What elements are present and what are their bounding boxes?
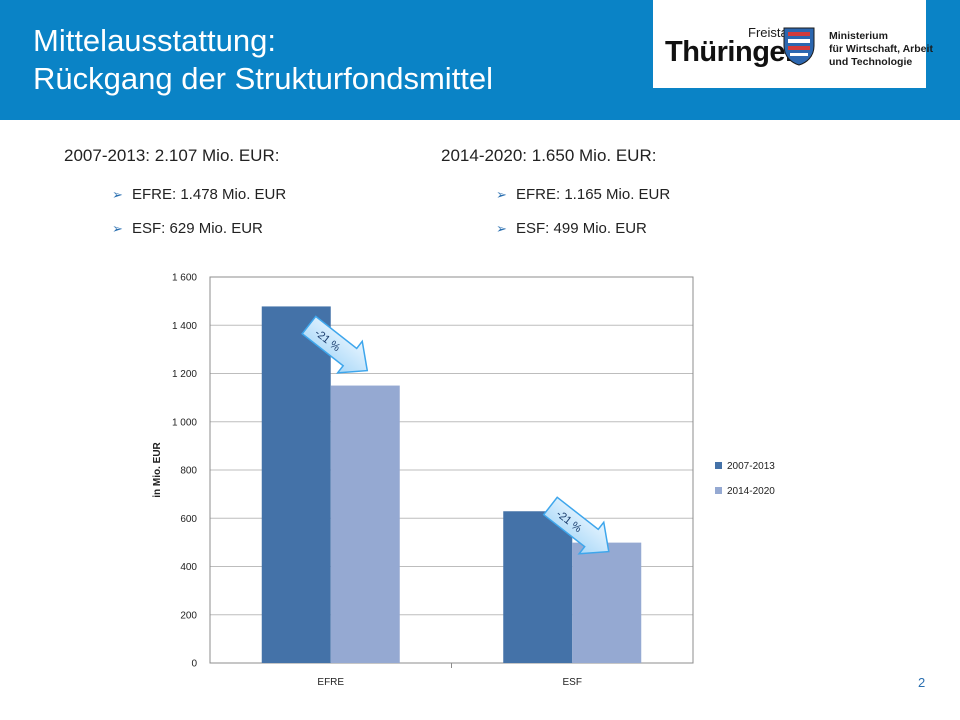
ministry-line-2: für Wirtschaft, Arbeit [829, 43, 933, 55]
left-bullet-efre-text: EFRE: 1.478 Mio. EUR [132, 186, 287, 203]
ministry-line-3: und Technologie [829, 56, 913, 68]
bar-2007-2013-EFRE [261, 306, 331, 663]
change-arrow-shape [542, 496, 610, 555]
legend-swatch-2007-2013 [715, 462, 722, 469]
y-tick-label: 1 200 [172, 369, 197, 380]
y-tick-label: 0 [191, 659, 197, 670]
y-tick-label: 200 [180, 610, 197, 621]
logo-ministry-text: Ministerium für Wirtschaft, Arbeit und T… [829, 30, 933, 69]
change-arrow-shape [301, 315, 369, 374]
y-tick-label: 1 600 [172, 273, 197, 284]
left-bullet-efre: ➢ EFRE: 1.478 Mio. EUR [112, 186, 286, 203]
title-line-2: Rückgang der Strukturfondsmittel [33, 61, 494, 96]
legend-item-2007-2013: 2007-2013 [715, 461, 775, 472]
left-bullet-esf-text: ESF: 629 Mio. EUR [132, 220, 263, 237]
right-bullet-efre-text: EFRE: 1.165 Mio. EUR [516, 186, 671, 203]
legend-swatch-2014-2020 [715, 487, 722, 494]
right-column-heading: 2014-2020: 1.650 Mio. EUR: [441, 146, 657, 165]
legend-item-2014-2020: 2014-2020 [715, 486, 775, 497]
bar-2014-2020-EFRE [330, 385, 400, 663]
y-tick-label: 1 000 [172, 417, 197, 428]
ministry-line-1: Ministerium [829, 30, 888, 42]
arrow-bullet-icon: ➢ [112, 221, 123, 236]
x-tick-label: ESF [563, 677, 582, 688]
right-bullet-esf: ➢ ESF: 499 Mio. EUR [496, 220, 647, 237]
coat-of-arms-icon [783, 27, 815, 66]
x-tick-label: EFRE [317, 677, 344, 688]
right-bullet-esf-text: ESF: 499 Mio. EUR [516, 220, 647, 237]
legend-label-2007-2013: 2007-2013 [727, 461, 775, 472]
y-tick-label: 400 [180, 562, 197, 573]
y-tick-label: 800 [180, 466, 197, 477]
left-bullet-esf: ➢ ESF: 629 Mio. EUR [112, 220, 263, 237]
arrow-bullet-icon: ➢ [496, 221, 507, 236]
right-bullet-efre: ➢ EFRE: 1.165 Mio. EUR [496, 186, 670, 203]
bar-2014-2020-ESF [572, 542, 642, 663]
arrow-bullet-icon: ➢ [496, 187, 507, 202]
y-axis-title: in Mio. EUR [152, 441, 163, 497]
page-number: 2 [918, 675, 926, 690]
y-tick-label: 1 400 [172, 321, 197, 332]
bar-2007-2013-ESF [503, 511, 573, 663]
change-arrow: -21 % [301, 315, 369, 374]
logo-land-text: Thüringen [665, 36, 803, 68]
title-line-1: Mittelausstattung: [33, 23, 276, 58]
left-column-heading: 2007-2013: 2.107 Mio. EUR: [64, 146, 280, 165]
legend-label-2014-2020: 2014-2020 [727, 486, 775, 497]
page-title: Mittelausstattung: Rückgang der Struktur… [33, 22, 493, 98]
y-tick-label: 600 [180, 514, 197, 525]
arrow-bullet-icon: ➢ [112, 187, 123, 202]
